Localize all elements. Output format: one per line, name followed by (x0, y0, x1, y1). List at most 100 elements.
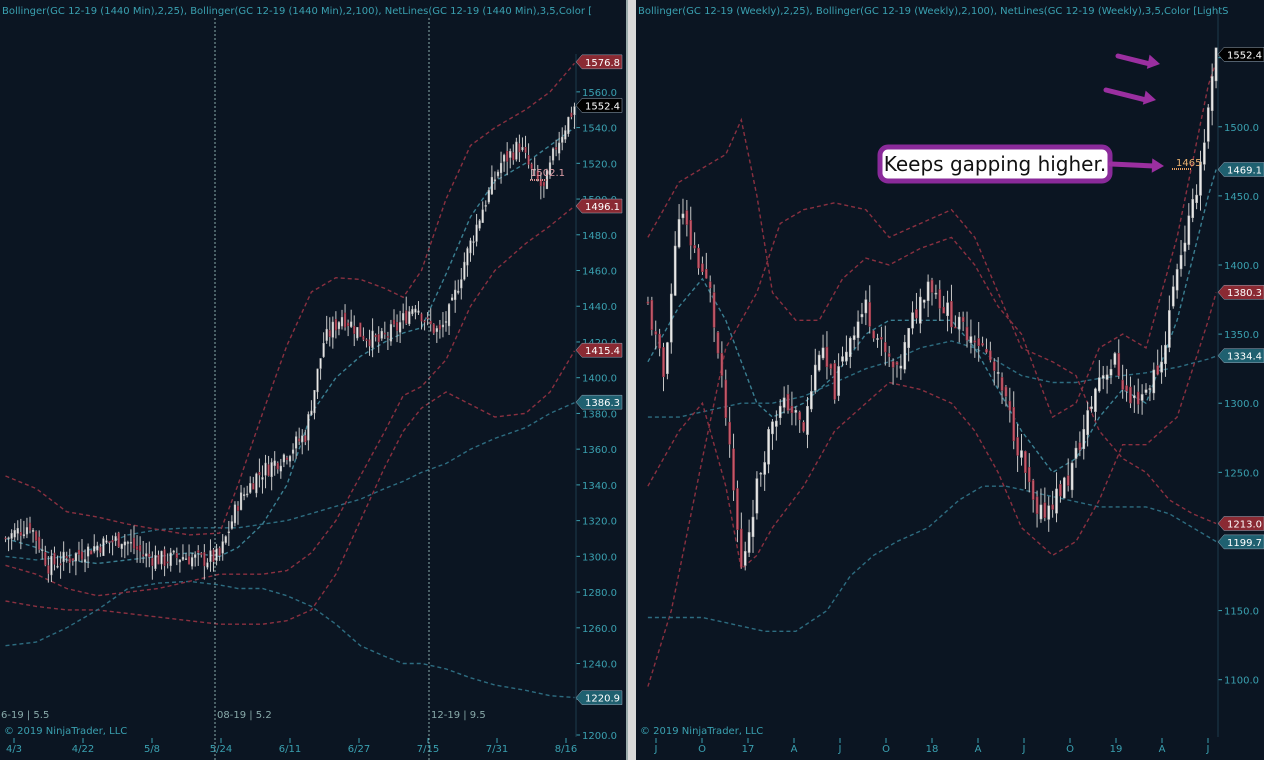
candle[interactable] (1062, 477, 1066, 499)
candle[interactable] (484, 205, 487, 207)
candle[interactable] (852, 335, 856, 340)
candle[interactable] (1086, 410, 1089, 435)
candle[interactable] (203, 552, 206, 567)
candle[interactable] (1136, 391, 1140, 405)
candle[interactable] (518, 143, 521, 153)
right-chart-svg[interactable]: 1100.01150.01200.01250.01300.01350.01400… (636, 0, 1264, 760)
candle[interactable] (1066, 475, 1070, 486)
candle[interactable] (743, 551, 747, 566)
candle[interactable] (876, 338, 879, 340)
candle[interactable] (356, 327, 359, 339)
candle[interactable] (821, 347, 825, 359)
candle[interactable] (135, 546, 139, 550)
candle[interactable] (954, 326, 957, 329)
candle[interactable] (496, 171, 500, 177)
candle[interactable] (669, 293, 673, 343)
candle[interactable] (313, 390, 316, 414)
candle[interactable] (44, 551, 47, 566)
candle[interactable] (383, 332, 386, 335)
candle[interactable] (304, 435, 307, 443)
plot-area[interactable] (4, 74, 576, 735)
price-marker[interactable]: 1213.0 (1217, 516, 1264, 531)
candle[interactable] (950, 301, 953, 328)
candle[interactable] (806, 405, 809, 435)
candle[interactable] (907, 327, 910, 348)
candle[interactable] (25, 527, 29, 535)
candle[interactable] (530, 163, 533, 169)
candle[interactable] (105, 540, 108, 543)
candle[interactable] (996, 372, 1000, 374)
candle[interactable] (1043, 502, 1047, 518)
candle[interactable] (697, 247, 700, 269)
candle[interactable] (813, 364, 817, 391)
candle[interactable] (111, 540, 114, 543)
candle[interactable] (420, 313, 423, 322)
candle[interactable] (90, 550, 93, 555)
candle[interactable] (767, 429, 770, 465)
candle[interactable] (221, 541, 224, 554)
candle[interactable] (503, 154, 506, 162)
candle[interactable] (965, 326, 969, 341)
candle[interactable] (441, 324, 445, 328)
candle[interactable] (1070, 462, 1074, 491)
candle[interactable] (209, 550, 212, 562)
candle[interactable] (1168, 310, 1171, 348)
candle[interactable] (270, 462, 273, 478)
candle[interactable] (191, 557, 194, 567)
candle[interactable] (1097, 377, 1101, 392)
candle[interactable] (334, 319, 337, 331)
price-marker[interactable]: 1199.7 (1217, 534, 1264, 550)
candle[interactable] (65, 556, 68, 558)
candle[interactable] (386, 336, 389, 338)
candle[interactable] (77, 549, 81, 555)
candle[interactable] (732, 448, 735, 491)
candle[interactable] (561, 136, 564, 143)
candle[interactable] (829, 363, 833, 369)
candle[interactable] (181, 556, 185, 560)
candle[interactable] (359, 322, 362, 337)
candle[interactable] (285, 457, 289, 461)
price-marker[interactable]: 1415.4 (575, 342, 623, 358)
candle[interactable] (236, 505, 240, 512)
candle[interactable] (1195, 194, 1198, 203)
candle[interactable] (218, 547, 221, 556)
candle[interactable] (227, 531, 230, 533)
candle[interactable] (13, 530, 16, 538)
price-marker[interactable]: 1386.3 (575, 394, 623, 410)
candle[interactable] (371, 330, 374, 348)
candle[interactable] (1020, 450, 1023, 458)
candle[interactable] (1000, 377, 1004, 391)
candle[interactable] (1140, 394, 1144, 401)
candle[interactable] (1082, 429, 1086, 450)
candle[interactable] (919, 296, 922, 324)
candle[interactable] (524, 147, 527, 153)
candle[interactable] (911, 312, 914, 329)
candle[interactable] (102, 538, 105, 557)
candle[interactable] (35, 531, 38, 541)
candle[interactable] (463, 261, 466, 280)
candle[interactable] (197, 550, 200, 553)
left-chart-panel[interactable]: 1200.01220.01240.01260.01280.01300.01320… (0, 0, 626, 760)
candle[interactable] (1105, 374, 1109, 380)
candle[interactable] (515, 141, 518, 160)
candle[interactable] (362, 335, 365, 340)
candle[interactable] (87, 546, 90, 557)
candle[interactable] (353, 325, 356, 334)
candle[interactable] (662, 347, 665, 378)
candle[interactable] (1012, 406, 1016, 442)
plot-area[interactable] (646, 30, 1218, 735)
candle[interactable] (1148, 388, 1152, 390)
price-marker[interactable]: 1469.1 (1217, 162, 1264, 177)
candle[interactable] (377, 334, 380, 343)
candle[interactable] (1179, 254, 1183, 270)
candle[interactable] (264, 462, 267, 476)
candle[interactable] (120, 543, 123, 549)
candle[interactable] (288, 456, 292, 462)
candle[interactable] (860, 314, 864, 318)
candle[interactable] (685, 210, 689, 225)
candle[interactable] (41, 549, 44, 551)
candle[interactable] (10, 533, 13, 539)
candle[interactable] (1144, 389, 1148, 393)
candle[interactable] (771, 421, 774, 435)
candle[interactable] (402, 313, 405, 321)
